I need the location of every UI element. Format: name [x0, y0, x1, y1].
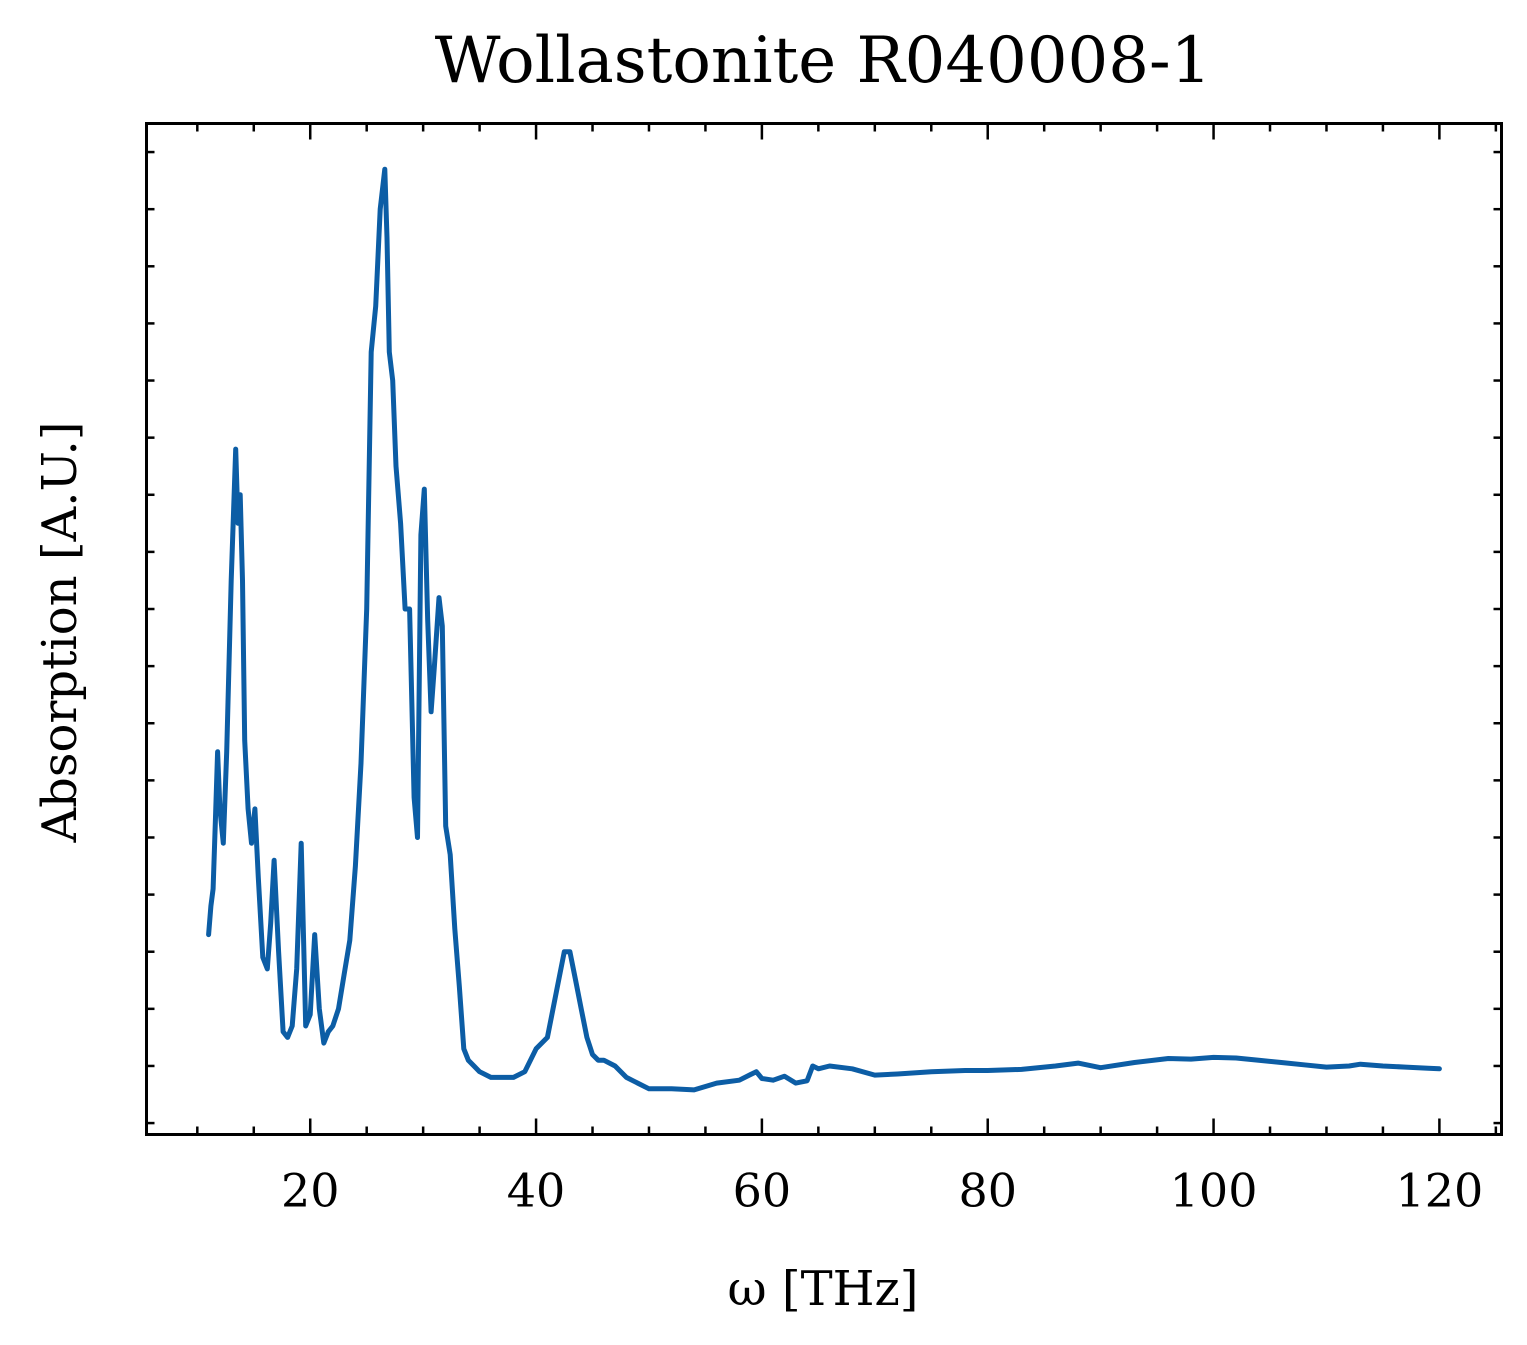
y-axis-ticks — [146, 150, 1502, 1125]
x-tick-label: 40 — [507, 1164, 566, 1218]
plot-frame — [145, 122, 1503, 1136]
x-tick-label: 100 — [1170, 1164, 1258, 1218]
x-axis-ticks: 20 40 60 80 100 120 — [196, 123, 1498, 1218]
y-axis-label: Absorption [A.U.] — [32, 422, 88, 844]
x-tick-label: 60 — [733, 1164, 792, 1218]
x-tick-label: 80 — [958, 1164, 1017, 1218]
x-axis-label: ω [THz] — [727, 1261, 918, 1317]
plot-area — [206, 166, 1442, 1093]
x-tick-label: 120 — [1395, 1164, 1483, 1218]
x-tick-label: 20 — [281, 1164, 340, 1218]
chart-title: Wollastonite R040008-1 — [435, 24, 1212, 98]
series-line-absorption — [206, 166, 1442, 1093]
